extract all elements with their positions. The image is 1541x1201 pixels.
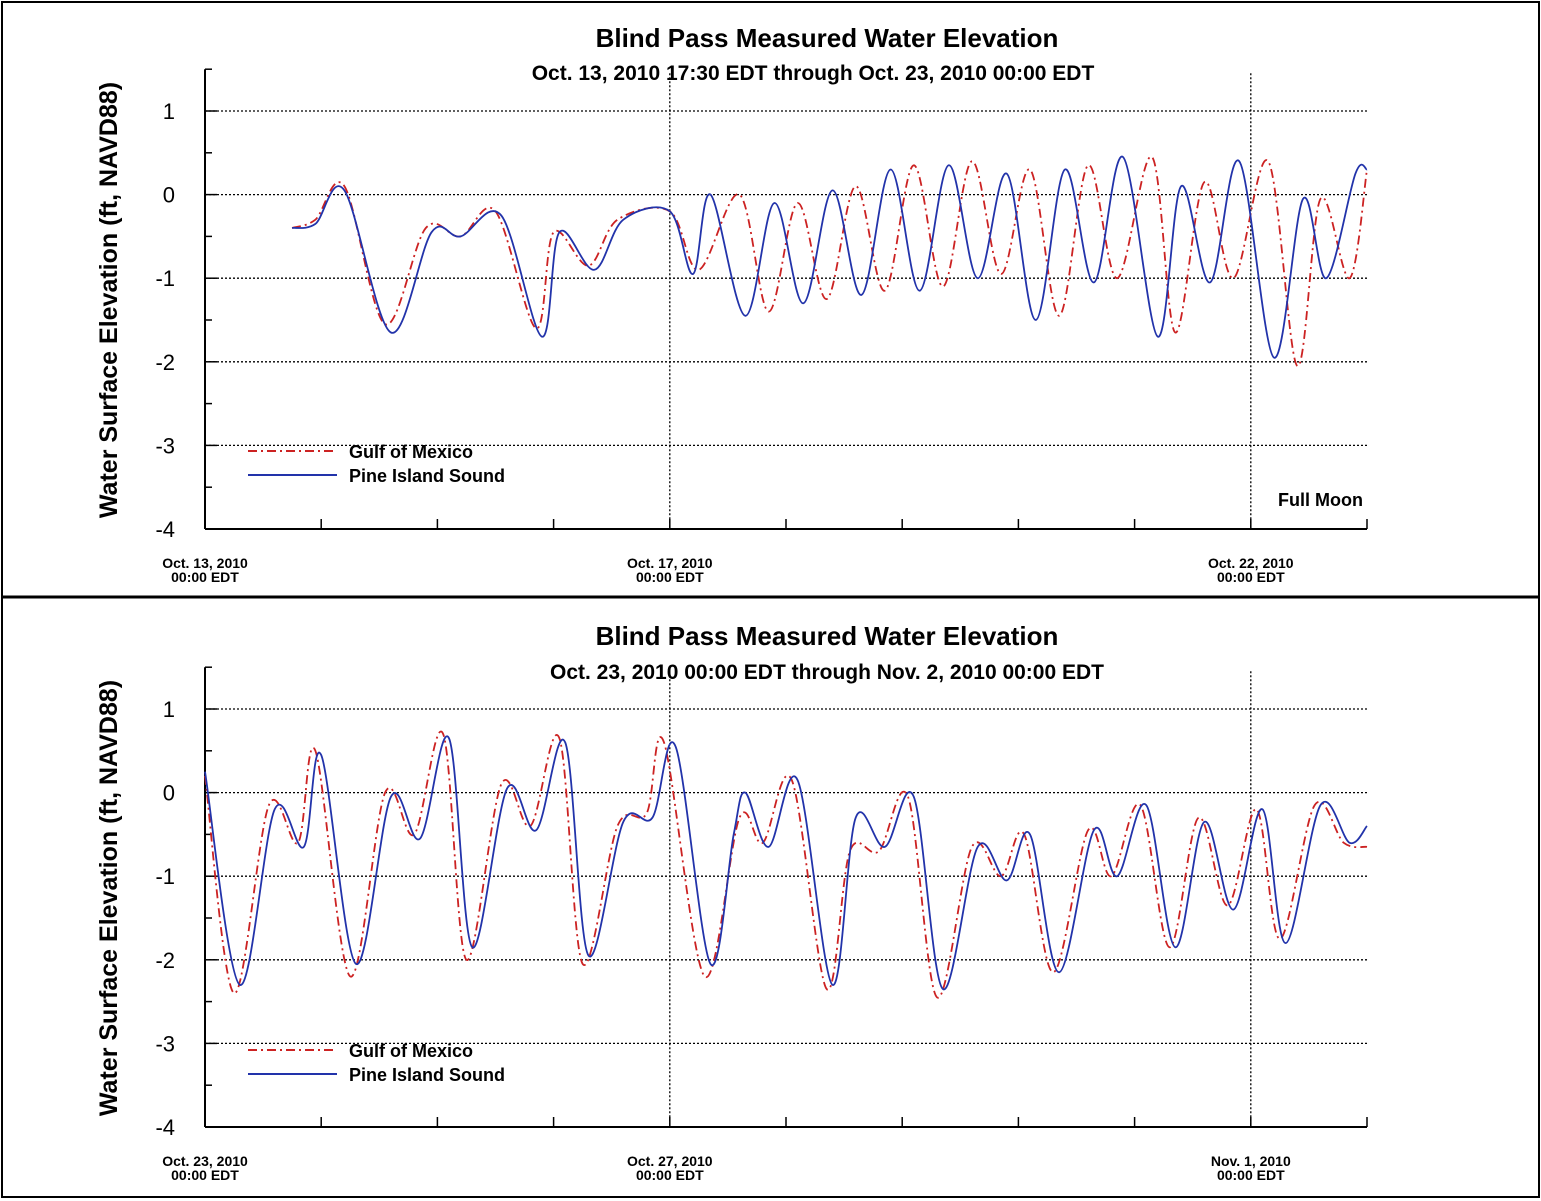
chart-1-y-tick-label: -4 bbox=[155, 517, 175, 542]
chart-1-title: Blind Pass Measured Water Elevation bbox=[596, 23, 1059, 53]
chart-2-x-tick-label-time: 00:00 EDT bbox=[171, 1167, 239, 1183]
chart-2-x-tick-label: Nov. 1, 2010 bbox=[1211, 1153, 1291, 1169]
chart-2-x-tick-label: Oct. 23, 2010 bbox=[162, 1153, 248, 1169]
chart-2-series-gulf-of-mexico-line bbox=[204, 730, 1368, 999]
chart-1-x-tick-label: Oct. 22, 2010 bbox=[1208, 555, 1294, 571]
chart-2-y-tick-label: 1 bbox=[163, 697, 175, 722]
chart-2-legend-label-pine: Pine Island Sound bbox=[349, 1065, 505, 1085]
chart-2-y-tick-label: -4 bbox=[155, 1115, 175, 1140]
chart-1-y-tick-label: -1 bbox=[155, 266, 175, 291]
chart-1-x-tick-label-time: 00:00 EDT bbox=[636, 569, 704, 585]
chart-1-y-tick-label: -3 bbox=[155, 433, 175, 458]
chart-2-subtitle: Oct. 23, 2010 00:00 EDT through Nov. 2, … bbox=[550, 661, 1104, 684]
chart-1-legend: Gulf of Mexico Pine Island Sound bbox=[248, 442, 505, 486]
chart-1-x-tick-label: Oct. 13, 2010 bbox=[162, 555, 248, 571]
chart-2-legend: Gulf of Mexico Pine Island Sound bbox=[248, 1041, 505, 1085]
chart-2-y-axis-label: Water Surface Elevation (ft, NAVD88) bbox=[95, 680, 123, 1116]
chart-2-y-tick-label: -1 bbox=[155, 864, 175, 889]
chart-1-legend-label-pine: Pine Island Sound bbox=[349, 466, 505, 486]
chart-1-series-gulf-of-mexico-line bbox=[291, 156, 1368, 367]
chart-panel-2: Blind Pass Measured Water Elevation Oct.… bbox=[95, 621, 1368, 1183]
chart-2-x-tick-label-time: 00:00 EDT bbox=[1217, 1167, 1285, 1183]
chart-2-y-tick-label: -3 bbox=[155, 1031, 175, 1056]
chart-2-title: Blind Pass Measured Water Elevation bbox=[596, 621, 1059, 651]
chart-1-series-pine-island-sound-line bbox=[291, 156, 1368, 359]
chart-panel-1: Blind Pass Measured Water Elevation Oct.… bbox=[95, 23, 1368, 585]
chart-1-x-tick-label: Oct. 17, 2010 bbox=[627, 555, 713, 571]
chart-1-y-axis-label: Water Surface Elevation (ft, NAVD88) bbox=[95, 82, 123, 518]
chart-1-x-tick-label-time: 00:00 EDT bbox=[1217, 569, 1285, 585]
chart-2-x-tick-label-time: 00:00 EDT bbox=[636, 1167, 704, 1183]
chart-2-series-pine-island-sound-line bbox=[204, 735, 1368, 991]
chart-1-legend-label-gulf: Gulf of Mexico bbox=[349, 442, 473, 462]
chart-2-legend-label-gulf: Gulf of Mexico bbox=[349, 1041, 473, 1061]
chart-1-y-tick-label: -2 bbox=[155, 350, 175, 375]
chart-2-y-tick-label: -2 bbox=[155, 948, 175, 973]
chart-2-x-tick-label: Oct. 27, 2010 bbox=[627, 1153, 713, 1169]
chart-1-subtitle: Oct. 13, 2010 17:30 EDT through Oct. 23,… bbox=[532, 62, 1095, 85]
chart-1-y-tick-label: 0 bbox=[163, 183, 175, 208]
chart-1-annotation-full-moon: Full Moon bbox=[1278, 490, 1363, 510]
chart-2-y-tick-label: 0 bbox=[163, 781, 175, 806]
chart-1-x-tick-label-time: 00:00 EDT bbox=[171, 569, 239, 585]
chart-1-y-tick-label: 1 bbox=[163, 99, 175, 124]
